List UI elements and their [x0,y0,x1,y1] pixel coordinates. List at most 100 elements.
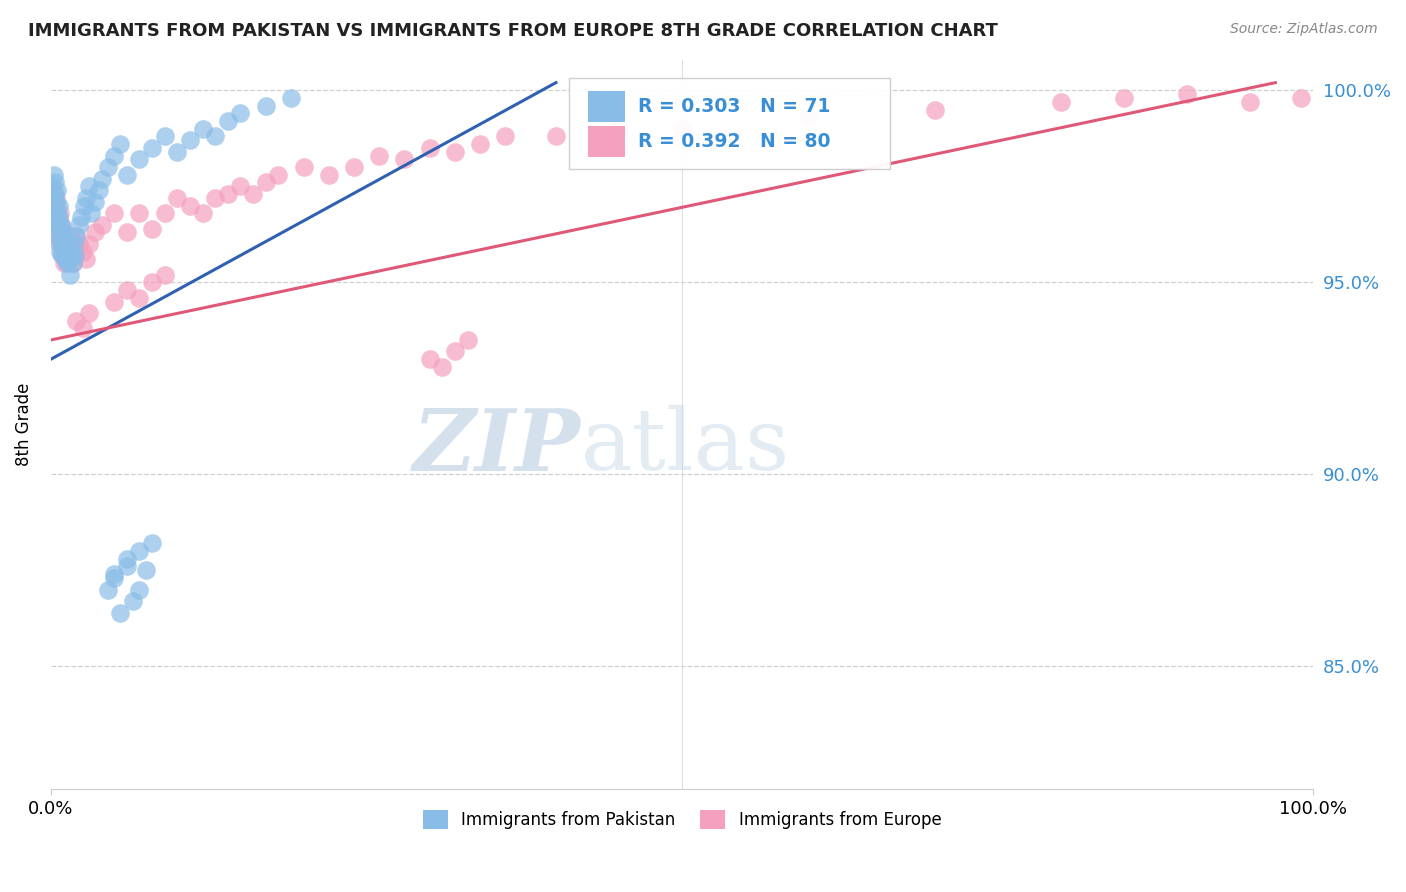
Point [75,191,97,205]
Point [217,114,239,128]
Point [59,229,82,244]
Point [53,244,76,259]
Point [51,248,73,262]
Point [87,183,110,197]
Point [46,221,69,235]
Point [457,333,479,347]
Point [70,210,93,224]
Point [103,206,125,220]
Point [51,229,73,244]
Point [56,256,79,270]
Point [128,544,150,558]
Point [1050,95,1073,109]
Point [368,148,391,162]
Point [110,137,132,152]
Point [80,206,103,220]
Point [128,206,150,220]
Point [72,321,94,335]
Point [122,594,145,608]
Point [128,582,150,597]
Point [1239,95,1261,109]
Point [103,567,125,582]
Point [494,129,516,144]
Point [55,236,77,251]
Point [444,145,467,159]
Point [44,186,66,201]
FancyBboxPatch shape [568,78,890,169]
Point [52,241,75,255]
Point [41,179,63,194]
Point [204,191,226,205]
Point [49,226,72,240]
Point [49,218,72,232]
Point [153,206,176,220]
Point [46,226,69,240]
Point [44,210,66,224]
Point [84,194,107,209]
Point [65,314,87,328]
Point [103,148,125,162]
Point [49,244,72,259]
Point [394,153,416,167]
Point [141,221,163,235]
Point [49,236,72,251]
Text: ZIP: ZIP [413,405,581,488]
Point [77,306,100,320]
Point [77,179,100,194]
Point [166,145,188,159]
Point [41,198,63,212]
Point [419,352,441,367]
Point [73,198,96,212]
Point [90,171,112,186]
Point [444,344,467,359]
Point [65,229,87,244]
Point [84,226,107,240]
Point [46,206,69,220]
Point [1175,87,1198,102]
Point [432,359,454,374]
Point [242,186,264,201]
Text: atlas: atlas [581,405,790,488]
Point [135,563,157,577]
Point [60,244,83,259]
Point [48,214,70,228]
Point [49,233,72,247]
Point [115,226,138,240]
Point [254,176,277,190]
Legend: Immigrants from Pakistan, Immigrants from Europe: Immigrants from Pakistan, Immigrants fro… [416,803,948,836]
Bar [588,91,626,121]
Point [141,536,163,550]
Point [292,160,315,174]
Point [42,198,65,212]
Point [115,168,138,182]
Point [44,218,66,232]
Point [45,194,67,209]
Point [45,214,67,228]
Point [343,160,366,174]
Point [166,191,188,205]
Point [75,252,97,267]
Point [45,191,67,205]
Point [46,183,69,197]
Point [115,551,138,566]
Point [67,218,90,232]
Point [1289,91,1312,105]
Point [49,206,72,220]
Point [115,283,138,297]
Point [153,129,176,144]
Point [48,236,70,251]
Point [110,606,132,620]
Point [51,229,73,244]
Text: R = 0.392   N = 80: R = 0.392 N = 80 [638,132,831,151]
Point [51,248,73,262]
Point [58,236,80,251]
Point [141,276,163,290]
Point [49,221,72,235]
Point [52,241,75,255]
Point [128,291,150,305]
Point [48,198,70,212]
Point [49,218,72,232]
Point [62,236,84,251]
Point [1112,91,1135,105]
Point [153,268,176,282]
